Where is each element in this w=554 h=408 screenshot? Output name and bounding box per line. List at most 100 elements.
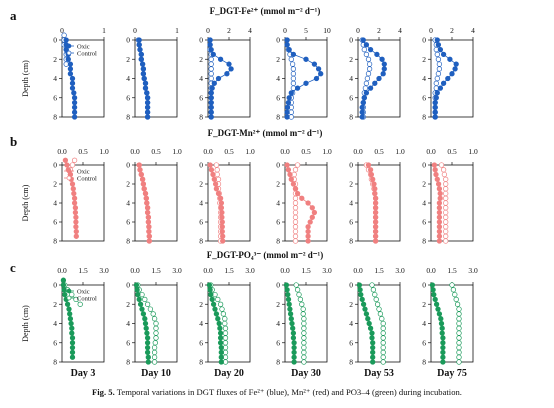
data-point-control bbox=[440, 167, 447, 173]
data-point-oxic bbox=[369, 335, 375, 341]
data-point-control bbox=[294, 287, 301, 293]
data-point-oxic bbox=[372, 195, 379, 201]
x-tick-label: 0.0 bbox=[57, 147, 67, 156]
data-point-control bbox=[300, 306, 306, 312]
data-point-oxic bbox=[440, 340, 446, 346]
data-point-oxic bbox=[366, 320, 372, 327]
data-point-oxic bbox=[437, 190, 443, 197]
data-point-control bbox=[292, 214, 299, 220]
data-point-oxic bbox=[144, 99, 151, 106]
data-point-oxic bbox=[305, 238, 311, 244]
data-point-oxic bbox=[144, 104, 151, 111]
data-point-oxic bbox=[67, 316, 74, 322]
data-point-oxic bbox=[318, 71, 324, 77]
data-point-oxic bbox=[68, 320, 74, 327]
data-point-control bbox=[443, 176, 449, 182]
data-point-oxic bbox=[207, 42, 213, 48]
data-point-control bbox=[362, 85, 369, 91]
data-point-control bbox=[290, 75, 297, 82]
data-point-control bbox=[69, 291, 75, 298]
data-point-oxic bbox=[311, 209, 318, 216]
data-point-oxic bbox=[367, 85, 374, 91]
data-point-oxic bbox=[290, 325, 296, 331]
data-point-oxic bbox=[215, 316, 221, 322]
data-point-oxic bbox=[436, 186, 443, 192]
data-point-oxic bbox=[315, 66, 322, 72]
data-point-oxic bbox=[381, 61, 387, 67]
data-point-oxic bbox=[437, 195, 443, 201]
data-point-oxic bbox=[73, 214, 79, 220]
data-point-oxic bbox=[62, 157, 69, 163]
data-point-oxic bbox=[287, 171, 293, 178]
data-point-oxic bbox=[139, 176, 146, 182]
data-point-control bbox=[222, 316, 228, 322]
data-point-control bbox=[290, 66, 297, 72]
data-point-oxic bbox=[142, 320, 149, 327]
y-tick-label: 0 bbox=[422, 36, 426, 45]
data-point-control bbox=[456, 354, 462, 360]
x-tick-label: 0 bbox=[283, 26, 287, 35]
data-point-oxic bbox=[146, 233, 152, 239]
data-point-oxic bbox=[294, 85, 301, 91]
legend-marker bbox=[66, 50, 72, 56]
data-point-control bbox=[438, 162, 445, 168]
data-point-control bbox=[450, 287, 457, 293]
data-point-oxic bbox=[73, 228, 79, 235]
x-tick-label: 0.0 bbox=[57, 266, 67, 275]
data-point-oxic bbox=[429, 282, 436, 288]
data-point-control bbox=[208, 56, 214, 62]
data-point-control bbox=[292, 238, 299, 244]
y-axis-label: Depth (cm) bbox=[21, 184, 30, 221]
x-tick-label: 0.0 bbox=[130, 266, 140, 275]
data-point-control bbox=[361, 46, 367, 53]
data-point-oxic bbox=[206, 282, 213, 288]
data-point-oxic bbox=[71, 114, 78, 120]
data-point-control bbox=[290, 80, 297, 86]
data-point-oxic bbox=[212, 181, 219, 187]
data-point-control bbox=[220, 311, 227, 317]
data-point-control bbox=[214, 167, 220, 173]
x-tick-label: 4 bbox=[398, 26, 402, 35]
data-point-oxic bbox=[436, 214, 443, 220]
day-label: Day 20 bbox=[214, 368, 244, 379]
y-tick-label: 8 bbox=[276, 237, 280, 246]
data-point-oxic bbox=[430, 287, 436, 293]
data-point-oxic bbox=[66, 306, 72, 312]
data-point-oxic bbox=[438, 316, 444, 322]
data-point-control bbox=[292, 219, 299, 225]
y-tick-label: 0 bbox=[422, 161, 426, 170]
data-point-oxic bbox=[217, 330, 224, 336]
y-tick-label: 4 bbox=[199, 319, 203, 328]
data-point-oxic bbox=[447, 56, 453, 62]
data-point-control bbox=[152, 340, 158, 346]
data-point-oxic bbox=[284, 162, 290, 168]
data-point-oxic bbox=[365, 316, 371, 322]
data-point-oxic bbox=[360, 301, 367, 307]
data-point-oxic bbox=[285, 296, 292, 303]
data-point-oxic bbox=[213, 311, 220, 317]
data-point-oxic bbox=[69, 181, 76, 187]
data-point-oxic bbox=[368, 171, 375, 178]
data-point-control bbox=[222, 335, 229, 341]
data-point-oxic bbox=[144, 90, 150, 96]
data-point-oxic bbox=[291, 359, 297, 365]
y-tick-label: 4 bbox=[422, 199, 426, 208]
data-point-oxic bbox=[217, 340, 224, 346]
data-point-oxic bbox=[369, 330, 375, 336]
data-point-oxic bbox=[137, 167, 143, 173]
data-point-oxic bbox=[208, 104, 214, 111]
y-tick-label: 8 bbox=[199, 113, 203, 122]
data-point-oxic bbox=[69, 75, 76, 82]
data-point-oxic bbox=[433, 171, 439, 178]
data-point-oxic bbox=[64, 162, 70, 168]
y-tick-label: 0 bbox=[276, 36, 280, 45]
y-tick-label: 0 bbox=[349, 281, 353, 290]
y-axis-label: Depth (cm) bbox=[21, 60, 30, 97]
data-point-control bbox=[443, 200, 449, 206]
data-point-oxic bbox=[216, 320, 222, 327]
y-tick-label: 4 bbox=[199, 74, 203, 83]
y-tick-label: 2 bbox=[199, 55, 203, 64]
data-point-oxic bbox=[218, 359, 224, 365]
data-point-oxic bbox=[436, 205, 443, 211]
data-point-oxic bbox=[434, 90, 440, 96]
